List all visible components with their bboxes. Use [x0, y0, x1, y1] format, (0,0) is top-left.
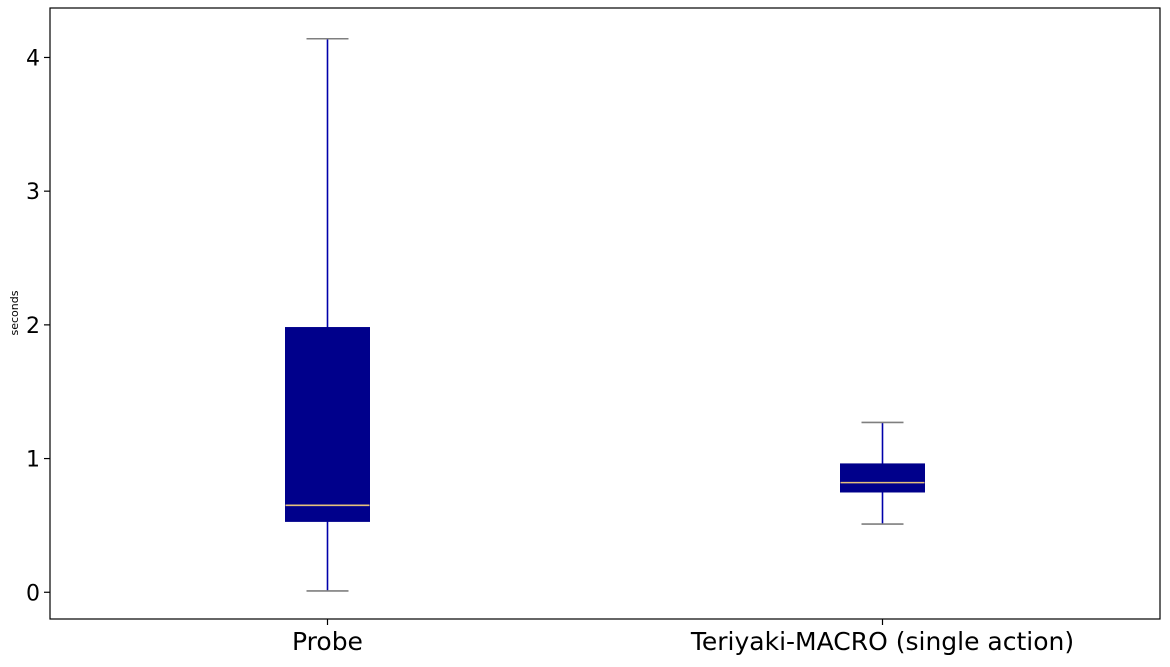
- box-0: [285, 37, 370, 592]
- y-tick-label: 1: [26, 448, 40, 473]
- y-tick-label: 4: [26, 46, 40, 71]
- y-axis-label: seconds: [8, 290, 21, 335]
- boxes-group: [285, 37, 925, 592]
- iqr-box: [840, 463, 925, 493]
- iqr-box: [285, 327, 370, 522]
- y-tick-label: 3: [26, 180, 40, 205]
- y-tick-label: 0: [26, 581, 40, 606]
- x-tick-label: Teriyaki-MACRO (single action): [690, 627, 1074, 656]
- y-tick-label: 2: [26, 314, 40, 339]
- plot-frame: [49, 7, 1161, 620]
- x-axis: Probe Teriyaki-MACRO (single action): [292, 619, 1074, 656]
- box-1: [840, 421, 925, 525]
- y-axis: 0 1 2 3 4: [26, 46, 50, 606]
- x-tick-label: Probe: [292, 627, 363, 656]
